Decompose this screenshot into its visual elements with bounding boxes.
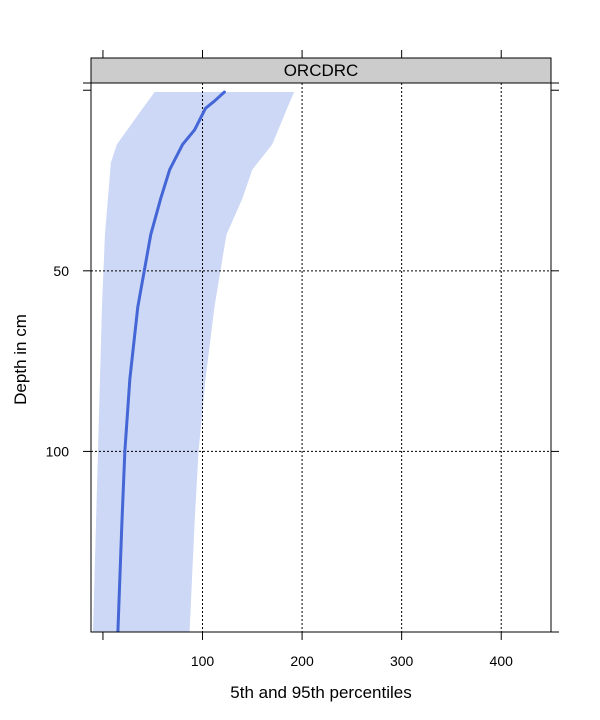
y-tick-label-50: 50 bbox=[53, 263, 69, 279]
median-line bbox=[116, 90, 226, 632]
x-tick-label-400: 400 bbox=[490, 653, 514, 669]
x-tick-label-100: 100 bbox=[191, 653, 215, 669]
panel-title: ORCDRC bbox=[284, 61, 359, 80]
x-tick-label-300: 300 bbox=[390, 653, 414, 669]
tick-layer: 100 200 300 400 50 100 bbox=[46, 50, 559, 669]
y-axis-label: Depth in cm bbox=[11, 314, 30, 405]
strip-background bbox=[90, 57, 552, 84]
grid-layer bbox=[91, 83, 551, 632]
x-tick-label-200: 200 bbox=[290, 653, 314, 669]
percentile-band-layer bbox=[92, 92, 295, 632]
percentile-band bbox=[92, 92, 295, 632]
strip-layer: ORCDRC bbox=[90, 57, 552, 84]
median-line-layer bbox=[116, 90, 226, 632]
y-tick-label-100: 100 bbox=[46, 443, 70, 459]
x-axis-label: 5th and 95th percentiles bbox=[230, 683, 411, 702]
